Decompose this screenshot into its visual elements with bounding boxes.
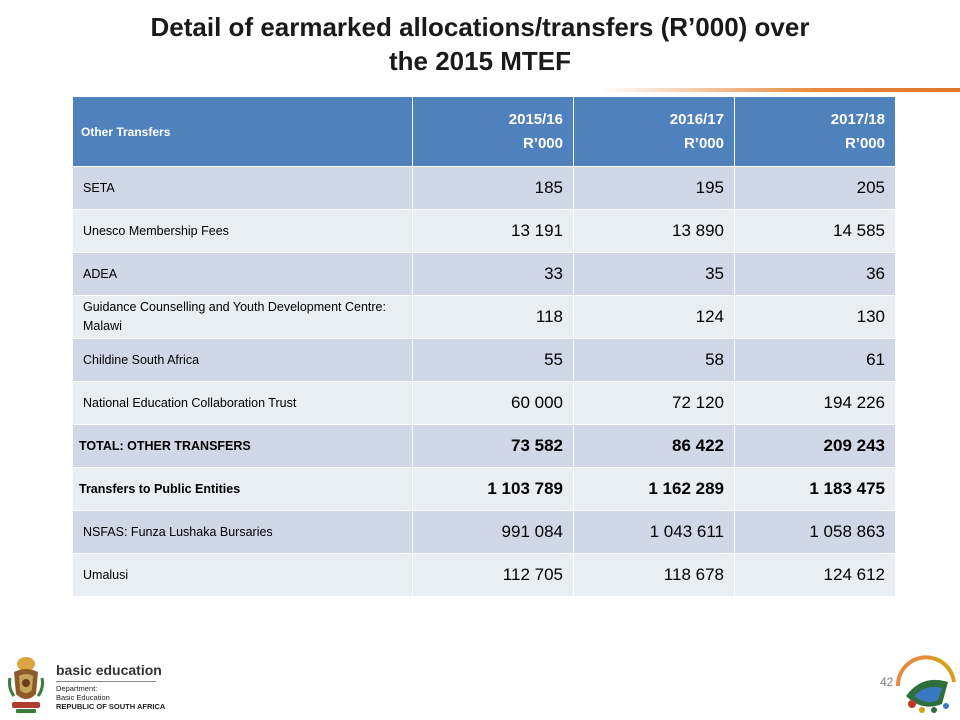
cell-2015: 55 xyxy=(412,338,574,382)
cell-2017: 36 xyxy=(734,252,896,296)
row-label: TOTAL: OTHER TRANSFERS xyxy=(72,424,413,468)
cell-2016: 1 162 289 xyxy=(573,467,735,511)
cell-2015: 118 xyxy=(412,295,574,339)
page-number: 42 xyxy=(880,675,894,689)
cell-2015: 73 582 xyxy=(412,424,574,468)
cell-2015: 1 103 789 xyxy=(412,467,574,511)
department-logo: basic education Department: Basic Educat… xyxy=(4,654,174,716)
row-label: Unesco Membership Fees xyxy=(72,209,413,253)
cell-2016: 13 890 xyxy=(573,209,735,253)
header-unit: R’000 xyxy=(844,134,885,152)
table-row-subtotal: Transfers to Public Entities 1 103 789 1… xyxy=(72,467,896,511)
cell-2015: 33 xyxy=(412,252,574,296)
cell-2017: 1 058 863 xyxy=(734,510,896,554)
slide-title-line-1: Detail of earmarked allocations/transfer… xyxy=(150,12,810,42)
header-year: 2015/16 xyxy=(508,110,563,128)
header-unit: R’000 xyxy=(683,134,724,152)
header-label: Other Transfers xyxy=(72,96,413,167)
header-year-2017: 2017/18 R’000 xyxy=(734,96,896,167)
table-row: Guidance Counselling and Youth Developme… xyxy=(72,295,896,339)
transfers-table: Other Transfers 2015/16 R’000 2016/17 R’… xyxy=(72,96,896,597)
header-year: 2017/18 xyxy=(830,110,885,128)
header-unit: R’000 xyxy=(522,134,563,152)
logo-divider xyxy=(56,681,156,682)
logo-line-1: Department: xyxy=(56,684,98,693)
row-label: Guidance Counselling and Youth Developme… xyxy=(72,295,413,339)
row-label: Transfers to Public Entities xyxy=(72,467,413,511)
table-row: Childine South Africa 55 58 61 xyxy=(72,338,896,382)
row-label: ADEA xyxy=(72,252,413,296)
row-label: NSFAS: Funza Lushaka Bursaries xyxy=(72,510,413,554)
cell-2015: 13 191 xyxy=(412,209,574,253)
table-row: Umalusi 112 705 118 678 124 612 xyxy=(72,553,896,597)
table-row: SETA 185 195 205 xyxy=(72,166,896,210)
table-header-row: Other Transfers 2015/16 R’000 2016/17 R’… xyxy=(72,96,896,167)
row-label: Umalusi xyxy=(72,553,413,597)
cell-2017: 14 585 xyxy=(734,209,896,253)
header-year: 2016/17 xyxy=(669,110,724,128)
accent-line xyxy=(600,88,960,92)
cell-2017: 205 xyxy=(734,166,896,210)
coat-of-arms-icon xyxy=(8,657,44,713)
row-label: National Education Collaboration Trust xyxy=(72,381,413,425)
cell-2016: 86 422 xyxy=(573,424,735,468)
row-label: Childine South Africa xyxy=(72,338,413,382)
cell-2017: 1 183 475 xyxy=(734,467,896,511)
cell-2016: 35 xyxy=(573,252,735,296)
cell-2015: 991 084 xyxy=(412,510,574,554)
logo-line-3: REPUBLIC OF SOUTH AFRICA xyxy=(56,702,166,711)
logo-text: basic education Department: Basic Educat… xyxy=(56,662,165,711)
cell-2016: 72 120 xyxy=(573,381,735,425)
table-row: ADEA 33 35 36 xyxy=(72,252,896,296)
slide-title-line-2: the 2015 MTEF xyxy=(388,46,572,76)
cell-2016: 118 678 xyxy=(573,553,735,597)
slide-title: Detail of earmarked allocations/transfer… xyxy=(40,10,920,78)
table-row: NSFAS: Funza Lushaka Bursaries 991 084 1… xyxy=(72,510,896,554)
header-year-2015: 2015/16 R’000 xyxy=(412,96,574,167)
cell-2017: 130 xyxy=(734,295,896,339)
cell-2015: 185 xyxy=(412,166,574,210)
header-year-2016: 2016/17 R’000 xyxy=(573,96,735,167)
cell-2016: 1 043 611 xyxy=(573,510,735,554)
row-label: SETA xyxy=(72,166,413,210)
cell-2017: 209 243 xyxy=(734,424,896,468)
cell-2017: 61 xyxy=(734,338,896,382)
cell-2017: 124 612 xyxy=(734,553,896,597)
anniversary-emblem-icon xyxy=(895,655,956,713)
logo-line-2: Basic Education xyxy=(56,693,110,702)
logo-title: basic education xyxy=(56,662,162,678)
table-row-total: TOTAL: OTHER TRANSFERS 73 582 86 422 209… xyxy=(72,424,896,468)
cell-2015: 112 705 xyxy=(412,553,574,597)
cell-2017: 194 226 xyxy=(734,381,896,425)
table-row: Unesco Membership Fees 13 191 13 890 14 … xyxy=(72,209,896,253)
cell-2016: 58 xyxy=(573,338,735,382)
cell-2016: 124 xyxy=(573,295,735,339)
table-row: National Education Collaboration Trust 6… xyxy=(72,381,896,425)
cell-2016: 195 xyxy=(573,166,735,210)
cell-2015: 60 000 xyxy=(412,381,574,425)
